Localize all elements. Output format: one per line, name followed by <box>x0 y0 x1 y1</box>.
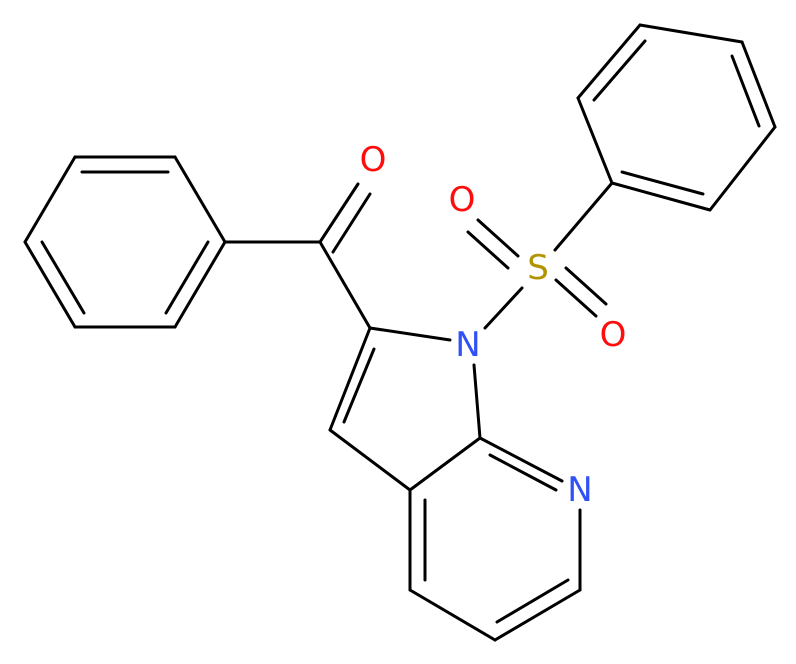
atom-label: O <box>600 315 627 355</box>
atom-label: N <box>567 470 592 510</box>
atom-label: N <box>455 325 480 365</box>
bonds <box>23 23 777 642</box>
atom-label: O <box>360 140 387 180</box>
atom-label: O <box>449 180 476 220</box>
atom-label: S <box>527 248 549 288</box>
